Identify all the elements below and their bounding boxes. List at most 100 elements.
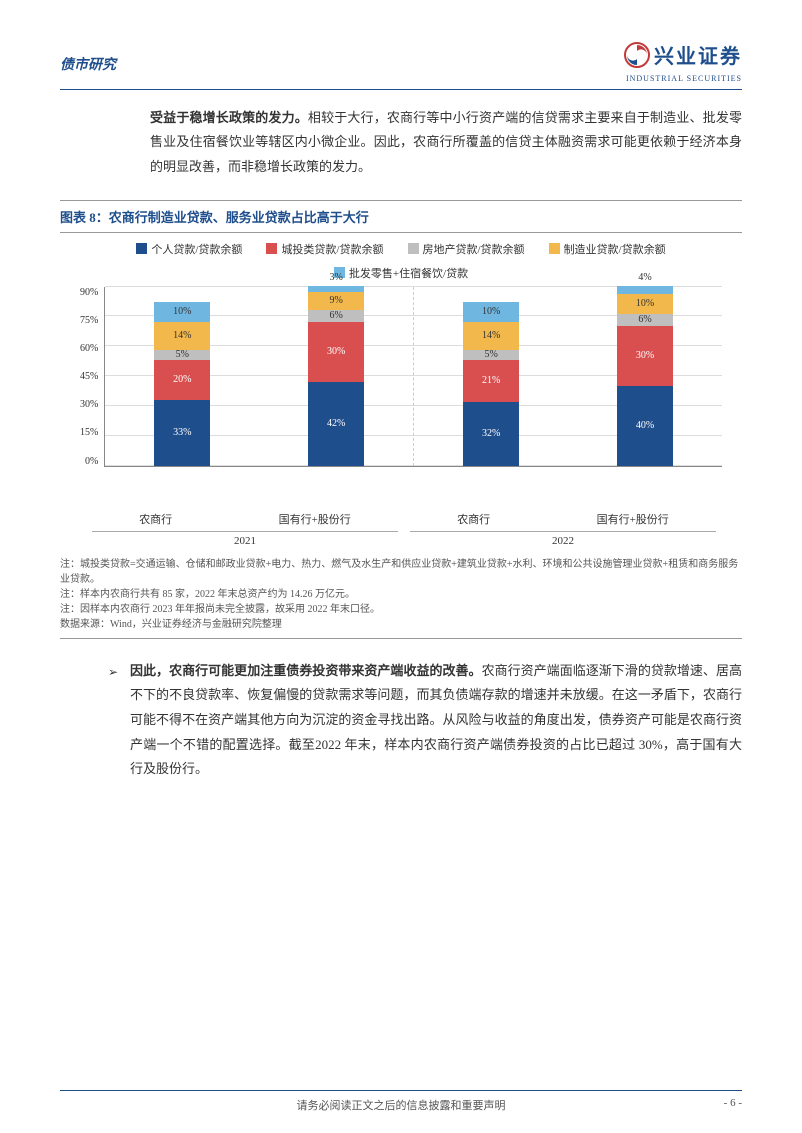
segment-value-label: 6% xyxy=(638,314,651,325)
y-tick-label: 90% xyxy=(80,287,98,298)
legend-label: 制造业贷款/贷款余额 xyxy=(564,241,666,257)
segment-value-label: 42% xyxy=(327,418,345,429)
segment-value-label: 21% xyxy=(482,375,500,386)
y-tick-label: 30% xyxy=(80,399,98,410)
bar-segment: 32% xyxy=(463,402,519,466)
bar-top-label: 4% xyxy=(638,272,651,283)
segment-value-label: 14% xyxy=(173,330,191,341)
x-year-label: 2021 xyxy=(92,531,398,547)
y-tick-label: 60% xyxy=(80,343,98,354)
bar-year-group: 33%20%5%14%10%42%30%6%9%3% xyxy=(105,287,413,466)
legend-item: 城投类贷款/贷款余额 xyxy=(266,241,383,257)
bar-segment: 10% xyxy=(154,302,210,322)
legend-item: 房地产贷款/贷款余额 xyxy=(408,241,525,257)
stacked-bar: 40%30%6%10%4% xyxy=(617,286,673,466)
segment-value-label: 5% xyxy=(484,349,497,360)
x-year-label: 2022 xyxy=(410,531,716,547)
bar-segment: 14% xyxy=(154,322,210,350)
bar-segment: 14% xyxy=(463,322,519,350)
bar-segment: 30% xyxy=(308,322,364,382)
chart-note-line: 数据来源：Wind，兴业证券经济与金融研究院整理 xyxy=(60,617,742,632)
bar-segment: 21% xyxy=(463,360,519,402)
segment-value-label: 10% xyxy=(173,306,191,317)
para2-lead: 因此，农商行可能更加注重债券投资带来资产端收益的改善。 xyxy=(130,663,482,678)
segment-value-label: 33% xyxy=(173,427,191,438)
page-header: 债市研究 兴业证券 INDUSTRIAL SECURITIES xyxy=(60,40,742,90)
segment-value-label: 32% xyxy=(482,428,500,439)
logo-text-cn: 兴业证券 xyxy=(654,40,742,69)
page-number: - 6 - xyxy=(724,1097,742,1109)
stacked-bar: 32% 21% 5% 14% 10% xyxy=(463,302,519,466)
bullet-icon: ➢ xyxy=(108,661,118,684)
chart-x-years: 2021 2022 xyxy=(60,531,742,547)
brand-logo: 兴业证券 INDUSTRIAL SECURITIES xyxy=(624,40,742,83)
chart-title: 图表 8：农商行制造业贷款、服务业贷款占比高于大行 xyxy=(60,200,742,233)
bar-segment: 10% xyxy=(463,302,519,322)
segment-value-label: 20% xyxy=(173,374,191,385)
chart-note-line: 注：样本内农商行共有 85 家，2022 年末总资产约为 14.26 万亿元。 xyxy=(60,587,742,602)
segment-value-label: 5% xyxy=(176,349,189,360)
legend-swatch xyxy=(136,243,147,254)
chart-8: 图表 8：农商行制造业贷款、服务业贷款占比高于大行 个人贷款/贷款余额 城投类贷款… xyxy=(60,200,742,639)
legend-label: 批发零售+住宿餐饮/贷款 xyxy=(349,265,468,281)
bar-segment: 40% xyxy=(617,386,673,466)
stacked-bar: 42%30%6%9%3% xyxy=(308,286,364,466)
legend-label: 房地产贷款/贷款余额 xyxy=(423,241,525,257)
paragraph-1: 受益于稳增长政策的发力。相较于大行，农商行等中小行资产端的信贷需求主要来自于制造… xyxy=(60,106,742,180)
bar-segment xyxy=(308,286,364,292)
legend-item: 制造业贷款/贷款余额 xyxy=(549,241,666,257)
para1-lead: 受益于稳增长政策的发力。 xyxy=(150,110,308,125)
y-tick-label: 45% xyxy=(80,371,98,382)
bar-segment: 33% xyxy=(154,400,210,466)
bar-year-group: 32%21%5%14%10%40%30%6%10%4% xyxy=(413,287,722,466)
x-category-label: 国有行+股份行 xyxy=(597,511,669,527)
bar-segment: 42% xyxy=(308,382,364,466)
bar-segment: 6% xyxy=(308,310,364,322)
bar-segment xyxy=(617,286,673,294)
bar-segment: 6% xyxy=(617,314,673,326)
bar-segment: 30% xyxy=(617,326,673,386)
legend-label: 个人贷款/贷款余额 xyxy=(151,241,242,257)
segment-value-label: 10% xyxy=(636,298,654,309)
y-tick-label: 15% xyxy=(80,427,98,438)
legend-swatch xyxy=(549,243,560,254)
chart-x-labels: 农商行 国有行+股份行 农商行 国有行+股份行 xyxy=(60,507,742,527)
bar-segment: 5% xyxy=(463,350,519,360)
bar-segment: 5% xyxy=(154,350,210,360)
segment-value-label: 9% xyxy=(330,295,343,306)
report-category: 债市研究 xyxy=(60,40,116,74)
stacked-bar: 33% 20% 5% 14% 10% xyxy=(154,302,210,466)
x-category-label: 农商行 xyxy=(457,511,490,527)
chart-plot: 33%20%5%14%10%42%30%6%9%3%32%21%5%14%10%… xyxy=(104,287,722,467)
segment-value-label: 6% xyxy=(330,310,343,321)
para2-body: 农商行资产端面临逐渐下滑的贷款增速、居高不下的不良贷款率、恢复偏慢的贷款需求等问… xyxy=(130,663,742,777)
logo-text-en: INDUSTRIAL SECURITIES xyxy=(624,74,742,83)
segment-value-label: 30% xyxy=(636,350,654,361)
page-footer: 请务必阅读正文之后的信息披露和重要声明 - 6 - xyxy=(60,1090,742,1109)
logo-swirl-icon xyxy=(624,42,650,68)
chart-y-axis: 90% 75% 60% 45% 30% 15% 0% xyxy=(80,287,104,467)
bar-segment: 10% xyxy=(617,294,673,314)
bar-top-label: 3% xyxy=(330,272,343,283)
legend-item: 批发零售+住宿餐饮/贷款 xyxy=(334,265,468,281)
chart-note-line: 注：城投类贷款=交通运输、仓储和邮政业贷款+电力、热力、燃气及水生产和供应业贷款… xyxy=(60,557,742,587)
footer-disclaimer: 请务必阅读正文之后的信息披露和重要声明 xyxy=(297,1097,506,1113)
x-category-label: 国有行+股份行 xyxy=(279,511,351,527)
segment-value-label: 10% xyxy=(482,306,500,317)
y-tick-label: 0% xyxy=(85,456,98,467)
y-tick-label: 75% xyxy=(80,315,98,326)
segment-value-label: 40% xyxy=(636,420,654,431)
segment-value-label: 14% xyxy=(482,330,500,341)
x-category-label: 农商行 xyxy=(139,511,172,527)
legend-item: 个人贷款/贷款余额 xyxy=(136,241,242,257)
chart-note-line: 注：因样本内农商行 2023 年年报尚未完全披露，故采用 2022 年末口径。 xyxy=(60,602,742,617)
legend-swatch xyxy=(408,243,419,254)
chart-plot-area: 90% 75% 60% 45% 30% 15% 0% 33% 20% 5% 14% 10% 42% 30… xyxy=(60,287,742,507)
bar-segment: 20% xyxy=(154,360,210,400)
legend-swatch xyxy=(266,243,277,254)
chart-notes: 注：城投类贷款=交通运输、仓储和邮政业贷款+电力、热力、燃气及水生产和供应业贷款… xyxy=(60,557,742,639)
bar-segment: 9% xyxy=(308,292,364,310)
paragraph-2: ➢ 因此，农商行可能更加注重债券投资带来资产端收益的改善。农商行资产端面临逐渐下… xyxy=(60,659,742,782)
segment-value-label: 30% xyxy=(327,346,345,357)
legend-label: 城投类贷款/贷款余额 xyxy=(281,241,383,257)
